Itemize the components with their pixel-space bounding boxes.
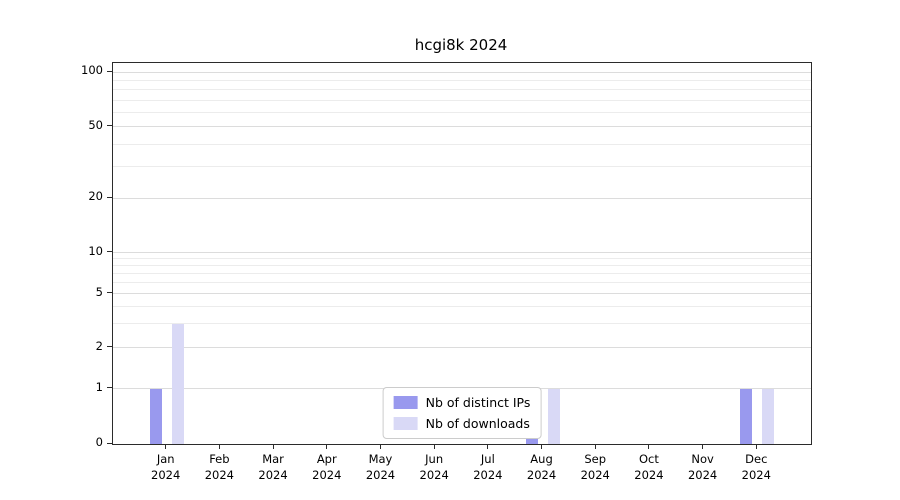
gridline-40 [113,143,811,145]
legend-label-downloads: Nb of downloads [425,416,530,431]
xtick-month: Apr [316,452,337,466]
bar-dec-downloads [762,388,775,444]
gridline-9 [113,258,811,260]
xtick-year: 2024 [526,468,557,483]
xtick-year: 2024 [687,468,718,483]
legend-entry-downloads: Nb of downloads [393,416,531,431]
xtick-mark-dec [755,445,757,449]
plot-area: Nb of distinct IPs Nb of downloads [112,62,812,445]
legend-entry-distinct-ips: Nb of distinct IPs [393,395,531,410]
xtick-month: Sep [584,452,607,466]
xtick-mark-apr [326,445,328,449]
xtick-mark-aug [541,445,543,449]
legend-swatch-distinct-ips [393,396,418,409]
xtick-mark-jun [433,445,435,449]
bar-jan-distinct-ips [149,388,162,444]
xtick-year: 2024 [741,468,771,483]
xtick-year: 2024 [473,468,503,483]
gridline-5 [113,293,811,295]
gridline-10 [113,252,811,254]
xtick-month: Jul [480,452,495,466]
gridline-30 [113,166,811,168]
xtick-month: Jan [156,452,175,466]
ytick-label-1: 1 [95,379,103,394]
xtick-label-nov: Nov 2024 [671,451,735,483]
xtick-label-may: May 2024 [348,451,412,483]
gridline-8 [113,265,811,267]
xtick-mark-jan [165,445,167,449]
gridline-20 [113,197,811,199]
xtick-mark-jul [487,445,489,449]
xtick-month: Jun [425,452,444,466]
xtick-label-feb: Feb 2024 [187,451,251,483]
xtick-year: 2024 [634,468,664,483]
xtick-year: 2024 [258,468,288,483]
legend: Nb of distinct IPs Nb of downloads [382,387,542,439]
xtick-year: 2024 [365,468,396,483]
xtick-mark-may [379,445,381,449]
xtick-label-dec: Dec 2024 [724,451,788,483]
xtick-mark-nov [702,445,704,449]
gridline-100 [113,71,811,73]
gridline-2 [113,347,811,349]
xtick-month: Dec [745,452,768,466]
xtick-label-aug: Aug 2024 [510,451,574,483]
xtick-month: Oct [638,452,659,466]
xtick-label-jun: Jun 2024 [402,451,466,483]
xtick-label-jan: Jan 2024 [134,451,198,483]
gridline-60 [113,111,811,113]
gridline-50 [113,126,811,128]
gridline-80 [113,89,811,91]
xtick-mark-sep [594,445,596,449]
xtick-month: Nov [691,452,714,466]
ytick-label-50: 50 [88,117,103,132]
xtick-label-apr: Apr 2024 [295,451,359,483]
xtick-month: May [368,452,393,466]
xtick-month: Mar [262,452,284,466]
gridline-6 [113,282,811,284]
gridline-90 [113,79,811,81]
bar-dec-distinct-ips [740,388,753,444]
ytick-label-0: 0 [95,435,103,449]
ytick-label-10: 10 [88,243,103,258]
xtick-label-sep: Sep 2024 [563,451,627,483]
bar-jan-downloads [171,323,184,444]
bar-aug-downloads [547,388,560,444]
ytick-label-100: 100 [81,63,103,78]
gridline-7 [113,273,811,275]
ytick-label-2: 2 [95,338,103,353]
xtick-label-oct: Oct 2024 [617,451,681,483]
xtick-year: 2024 [204,468,235,483]
xtick-label-jul: Jul 2024 [456,451,520,483]
gridline-3 [113,323,811,325]
legend-label-distinct-ips: Nb of distinct IPs [425,395,531,410]
xtick-month: Feb [209,452,230,466]
ytick-label-20: 20 [88,189,103,204]
xtick-mark-feb [218,445,220,449]
xtick-year: 2024 [419,468,449,483]
xtick-label-mar: Mar 2024 [241,451,305,483]
chart-title: hcgi8k 2024 [414,36,508,54]
xtick-year: 2024 [312,468,342,483]
gridline-4 [113,306,811,308]
xtick-year: 2024 [151,468,181,483]
xtick-mark-oct [648,445,650,449]
xtick-mark-mar [272,445,274,449]
ytick-label-5: 5 [95,284,103,299]
xtick-month: Aug [530,452,553,466]
legend-swatch-downloads [393,417,418,430]
gridline-70 [113,99,811,101]
xtick-year: 2024 [580,468,610,483]
